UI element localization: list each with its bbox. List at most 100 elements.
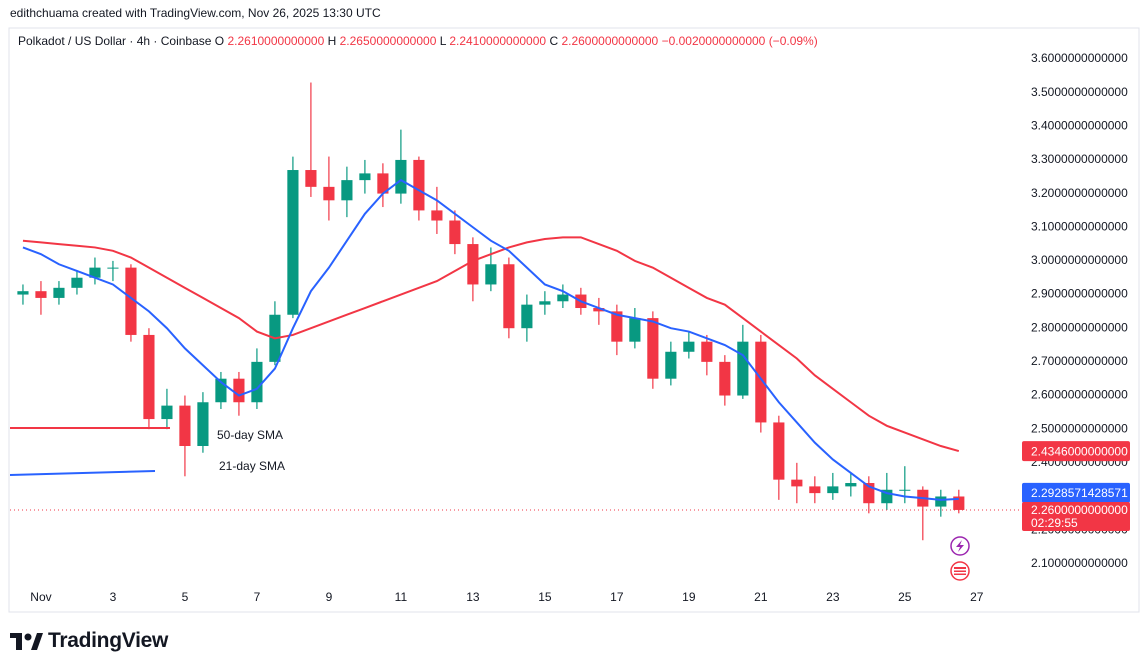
countdown: 02:29:55 [1031, 516, 1078, 530]
y-tick-label: 3.5000000000000 [1031, 85, 1128, 99]
x-tick-label: 13 [466, 590, 480, 604]
ohlc-value: 2.2610000000000 [227, 34, 325, 48]
candle-body [323, 186, 335, 201]
candle-body [863, 483, 875, 504]
candle-body [125, 267, 137, 335]
legend-label: 50-day SMA [217, 428, 283, 442]
candle-body [557, 294, 569, 302]
y-tick-label: 2.7000000000000 [1031, 354, 1128, 368]
candle-body [413, 159, 425, 211]
candle-body [899, 489, 911, 491]
y-tick-label: 2.5000000000000 [1031, 421, 1128, 435]
candle-body [521, 304, 533, 329]
symbol-title: Polkadot / US Dollar · 4h · Coinbase [18, 34, 212, 48]
candle-body [647, 318, 659, 379]
candle-body [287, 170, 299, 315]
price-change: −0.0020000000000 (−0.09%) [661, 34, 818, 48]
y-tick-label: 3.3000000000000 [1031, 152, 1128, 166]
symbol-legend: Polkadot / US Dollar · 4h · Coinbase O 2… [18, 34, 818, 48]
candle-body [359, 173, 371, 181]
candle-body [773, 422, 785, 480]
candle-body [611, 311, 623, 342]
candle-body [251, 361, 263, 403]
candle-body [629, 318, 641, 342]
candle-body [341, 180, 353, 201]
price-label-box [1022, 482, 1130, 503]
candle-body [485, 264, 497, 285]
candle-body [665, 351, 677, 379]
ohlc-value: 2.2600000000000 [561, 34, 659, 48]
x-tick-label: 23 [826, 590, 840, 604]
x-tick-label: 15 [538, 590, 552, 604]
candle-body [89, 267, 101, 278]
event-icons [950, 536, 970, 581]
x-tick-label: 11 [395, 590, 408, 604]
candle-body [809, 486, 821, 494]
candle-body [179, 405, 191, 447]
y-tick-label: 3.1000000000000 [1031, 219, 1128, 233]
x-tick-label: 19 [682, 590, 696, 604]
candle-body [197, 402, 209, 447]
x-tick-label: 5 [182, 590, 189, 604]
y-tick-label: 2.8000000000000 [1031, 320, 1128, 334]
candle-body [737, 341, 749, 396]
candle-body [953, 496, 965, 510]
last-price-box [1022, 501, 1130, 531]
candle-body [719, 361, 731, 396]
ohlc-value: 2.2650000000000 [339, 34, 437, 48]
x-tick-label: 7 [254, 590, 261, 604]
y-tick-label: 2.6000000000000 [1031, 388, 1128, 402]
x-tick-label: 17 [610, 590, 624, 604]
candle-body [755, 341, 767, 423]
candle-body [881, 489, 893, 504]
y-tick-label: 2.9000000000000 [1031, 287, 1128, 301]
price-label: 2.2928571428571 [1031, 486, 1128, 500]
legend-swatch [9, 470, 156, 476]
candle-body [791, 479, 803, 487]
candle-body [53, 287, 65, 298]
candle-body [503, 264, 515, 329]
y-tick-label: 3.0000000000000 [1031, 253, 1128, 267]
sma-line [22, 178, 959, 501]
ohlc-key: H [327, 34, 337, 48]
candle-body [845, 483, 857, 487]
attribution: edithchuama created with TradingView.com… [10, 6, 381, 20]
candle-body [935, 496, 947, 507]
y-tick-label: 3.2000000000000 [1031, 186, 1128, 200]
sma-line [22, 236, 960, 453]
candle-body [431, 210, 443, 221]
candle-body [683, 341, 695, 352]
candle-body [233, 378, 245, 403]
logo-text: TradingView [48, 629, 169, 652]
price-label-box [1022, 441, 1130, 462]
x-tick-label: Nov [30, 590, 51, 604]
legend-label: 21-day SMA [219, 459, 285, 473]
candle-body [593, 308, 605, 312]
price-label: 2.4346000000000 [1031, 444, 1128, 458]
x-tick-label: 25 [898, 590, 912, 604]
candle-body [467, 244, 479, 285]
ohlc-key: O [214, 34, 225, 48]
candle-body [215, 378, 227, 403]
candle-body [377, 173, 389, 194]
candle-body [701, 341, 713, 362]
candle-body [395, 159, 407, 194]
y-tick-label: 3.6000000000000 [1031, 51, 1128, 65]
last-price-label: 2.2600000000000 [1031, 503, 1128, 517]
y-tick-label: 3.4000000000000 [1031, 118, 1128, 132]
x-tick-label: 27 [970, 590, 984, 604]
candle-body [161, 405, 173, 420]
candle-body [449, 220, 461, 245]
candle-body [305, 170, 317, 187]
logo-mark [10, 633, 43, 650]
x-tick-label: 9 [326, 590, 333, 604]
x-tick-label: 21 [754, 590, 768, 604]
ohlc-key: C [549, 34, 559, 48]
candle-body [35, 291, 47, 298]
y-tick-label: 2.1000000000000 [1031, 556, 1128, 570]
candle-body [71, 277, 83, 288]
ohlc-key: L [439, 34, 446, 48]
candle-body [17, 291, 29, 295]
